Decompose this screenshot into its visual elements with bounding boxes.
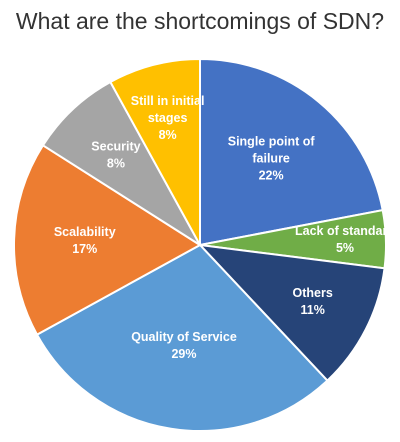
pie-slices [13,57,387,432]
slice-category-label-security: Security [91,139,140,153]
pie-labels: Single point of failure 22% Lack of standar… [54,94,395,361]
slice-category-label-still-in-initial-stages: Still in initial [131,94,205,108]
slice-category-label-still-in-initial-stages: stages [148,111,188,125]
chart-title: What are the shortcomings of SDN? [15,8,385,34]
pie-slice-single-point-of-failure [199,57,384,247]
slice-category-label-scalability: Scalability [54,225,116,239]
pie-slice-others [197,243,386,383]
slice-category-label-others: Others [293,286,333,300]
slice-category-label-single-point-of-failure: Single point of [228,134,316,148]
slice-value-label-security: 8% [107,156,125,170]
slice-category-label-single-point-of-failure: failure [252,151,290,165]
slice-value-label-single-point-of-failure: 22% [259,168,284,182]
slice-value-label-quality-of-service: 29% [171,347,196,361]
slice-value-label-others: 11% [301,303,325,317]
pie-slice-scalability [13,143,202,336]
slice-value-label-still-in-initial-stages: 8% [159,128,177,142]
slice-value-label-scalability: 17% [72,242,97,256]
slice-category-label-lack-of-standard: Lack of standard [295,224,395,238]
pie-slice-quality-of-service [35,243,329,432]
pie-slice-security [41,80,201,246]
slice-value-label-lack-of-standard: 5% [336,241,354,255]
slice-category-label-quality-of-service: Quality of Service [131,330,237,344]
pie-slice-still-in-initial-stages [109,57,201,246]
